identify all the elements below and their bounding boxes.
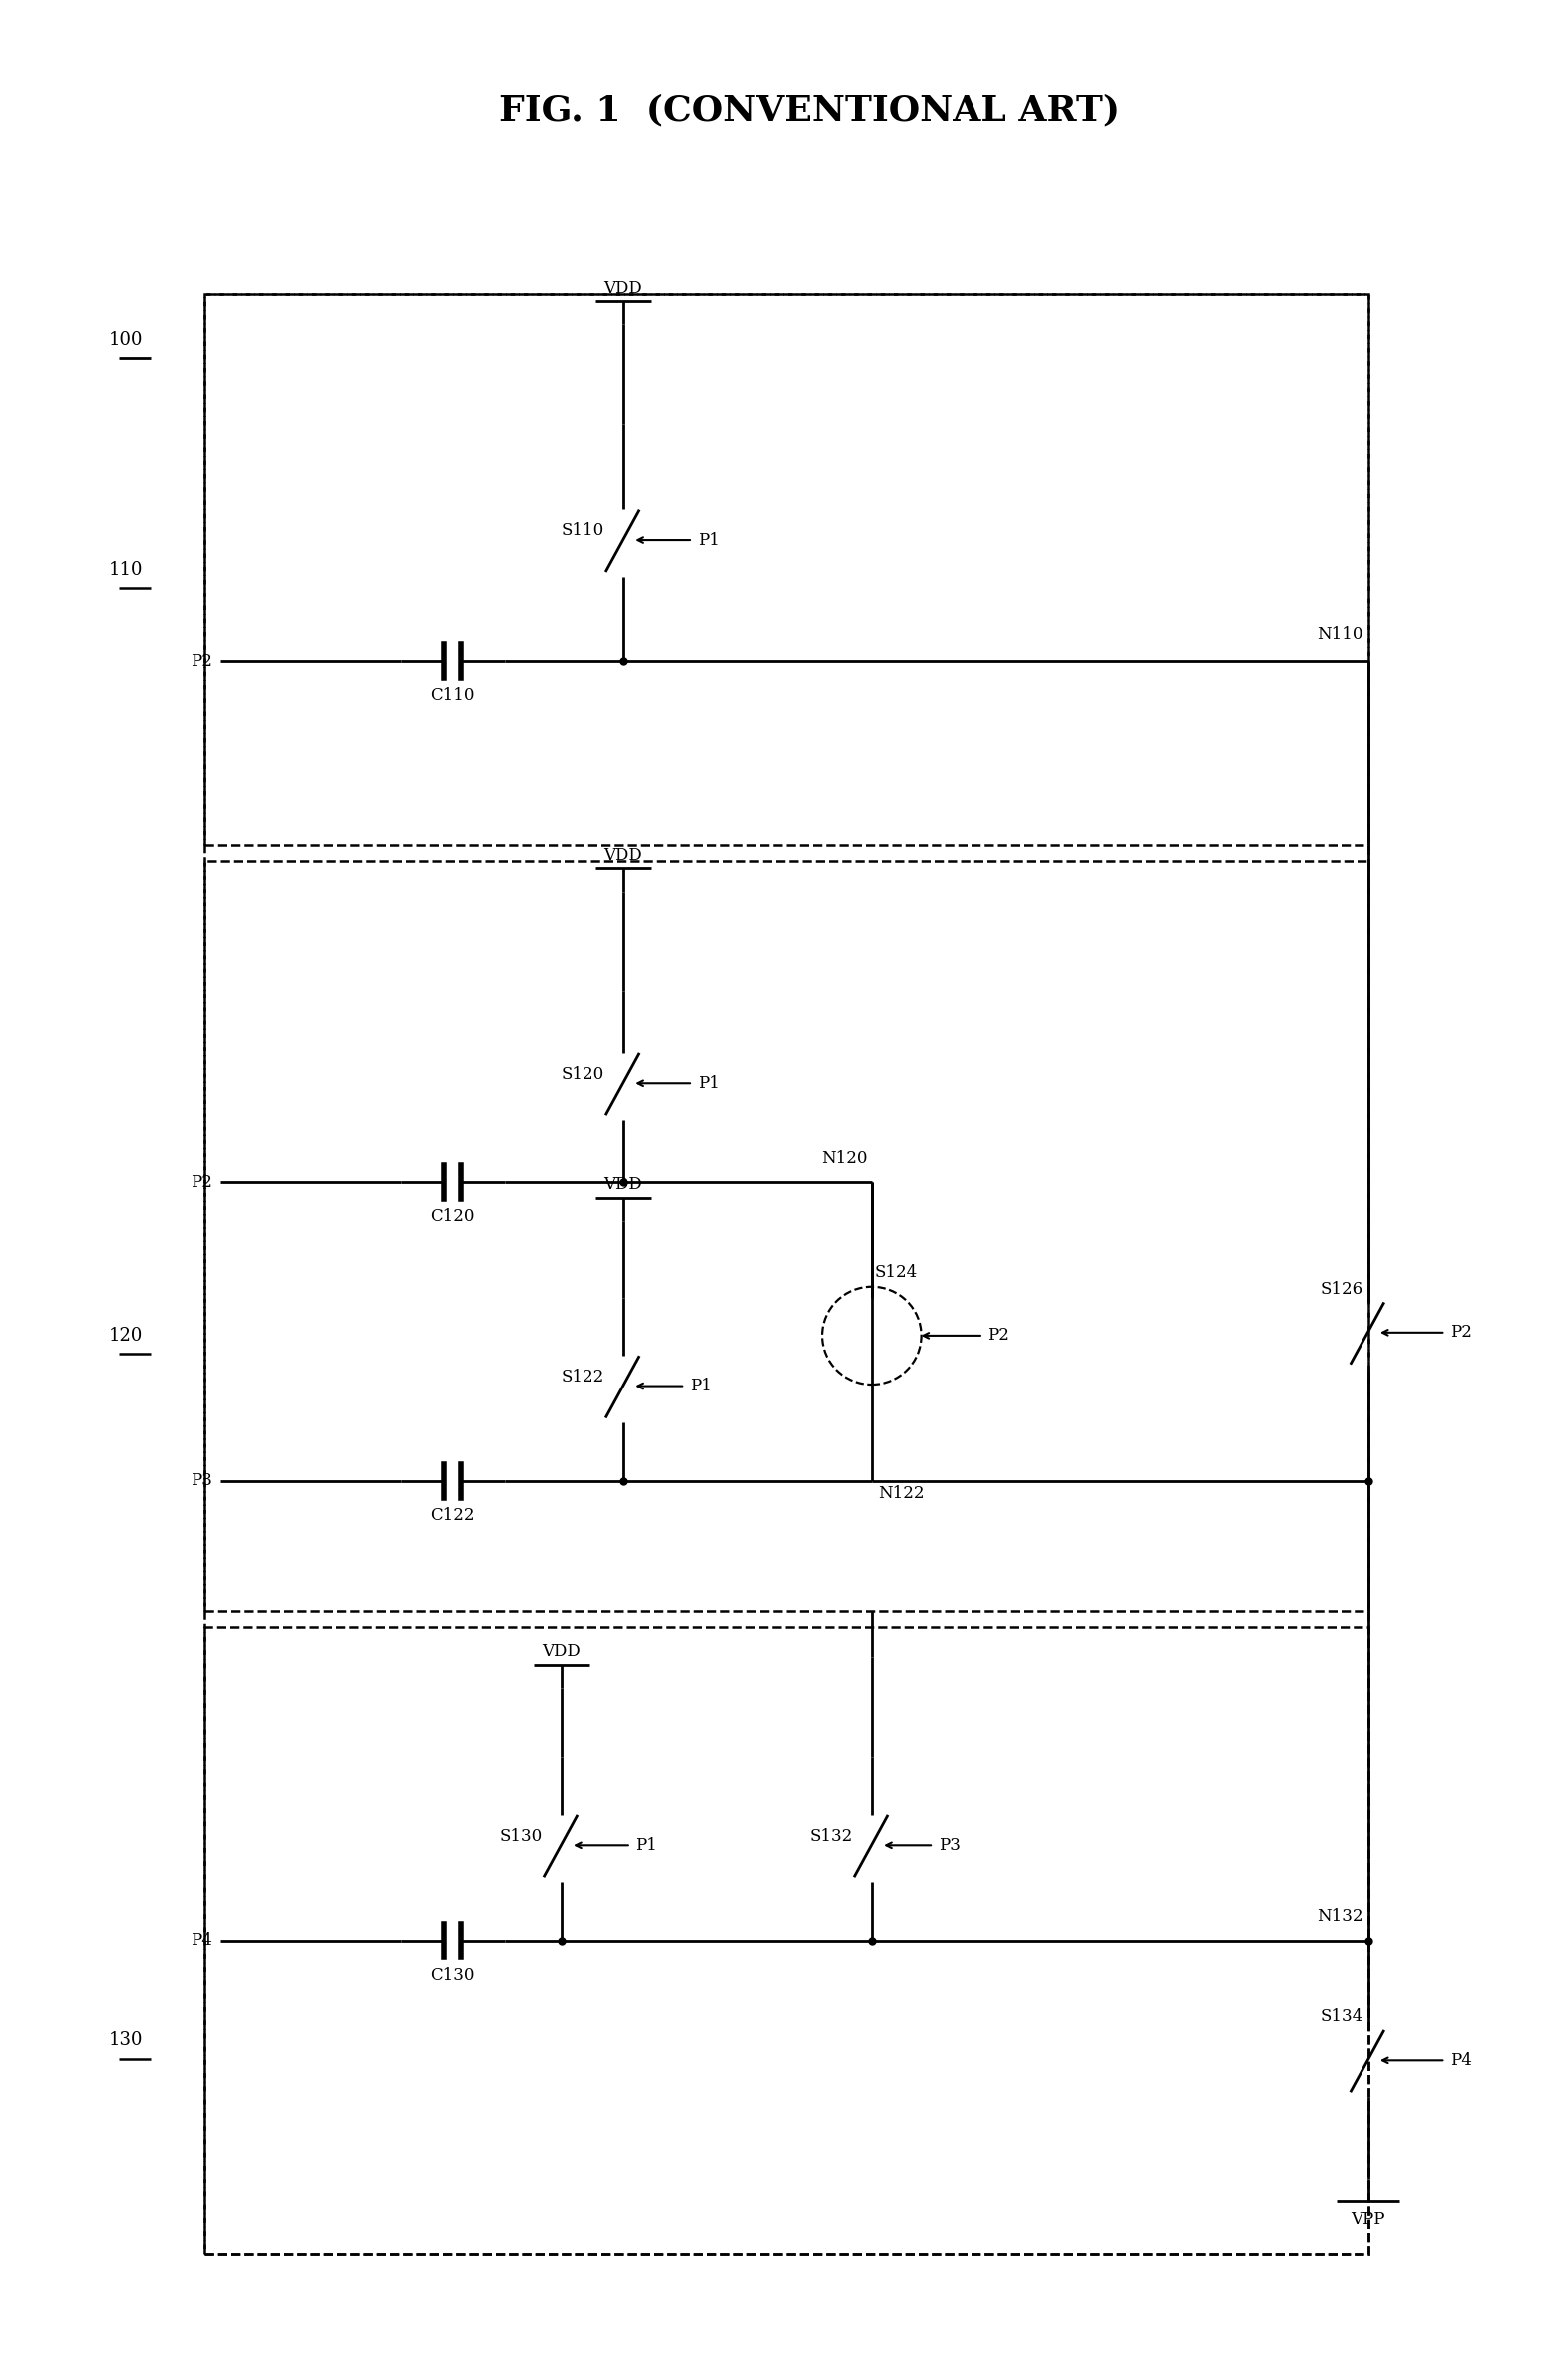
- Text: C120: C120: [430, 1209, 475, 1226]
- Text: VDD: VDD: [604, 847, 643, 864]
- Text: S124: S124: [875, 1264, 917, 1280]
- Text: S126: S126: [1320, 1280, 1364, 1297]
- Text: P3: P3: [190, 1473, 212, 1490]
- Text: VDD: VDD: [604, 281, 643, 298]
- Text: S110: S110: [562, 521, 604, 538]
- Text: N122: N122: [878, 1485, 925, 1502]
- Text: 110: 110: [107, 562, 142, 578]
- Text: P1: P1: [698, 1076, 719, 1092]
- Text: 130: 130: [107, 2030, 142, 2049]
- Text: 100: 100: [107, 331, 142, 350]
- Text: N110: N110: [1317, 626, 1364, 643]
- Text: P2: P2: [190, 1173, 212, 1190]
- Text: P4: P4: [190, 1933, 212, 1949]
- Text: S122: S122: [562, 1368, 604, 1385]
- Text: VDD: VDD: [604, 1176, 643, 1192]
- Text: S132: S132: [810, 1828, 853, 1845]
- Bar: [204, 293, 1369, 2254]
- Bar: [204, 1626, 1369, 2254]
- Text: P2: P2: [190, 652, 212, 671]
- Text: C122: C122: [430, 1507, 475, 1523]
- Text: VPP: VPP: [1351, 2211, 1386, 2228]
- Text: FIG. 1  (CONVENTIONAL ART): FIG. 1 (CONVENTIONAL ART): [498, 93, 1121, 126]
- Text: P4: P4: [1450, 2052, 1471, 2068]
- Text: VDD: VDD: [542, 1642, 581, 1661]
- Text: C110: C110: [430, 688, 475, 704]
- Text: P2: P2: [989, 1328, 1010, 1345]
- Text: S130: S130: [500, 1828, 543, 1845]
- Text: C130: C130: [430, 1966, 475, 1983]
- Text: N120: N120: [821, 1150, 867, 1166]
- Text: P1: P1: [635, 1837, 657, 1854]
- Text: P3: P3: [939, 1837, 961, 1854]
- Bar: [204, 862, 1369, 1611]
- Text: S134: S134: [1320, 2009, 1364, 2025]
- Text: N132: N132: [1317, 1909, 1364, 1925]
- Text: P2: P2: [1450, 1323, 1471, 1340]
- Text: S120: S120: [562, 1066, 604, 1083]
- Text: 120: 120: [107, 1326, 142, 1345]
- Text: P1: P1: [690, 1378, 712, 1395]
- Text: P1: P1: [698, 531, 719, 547]
- Bar: [204, 293, 1369, 845]
